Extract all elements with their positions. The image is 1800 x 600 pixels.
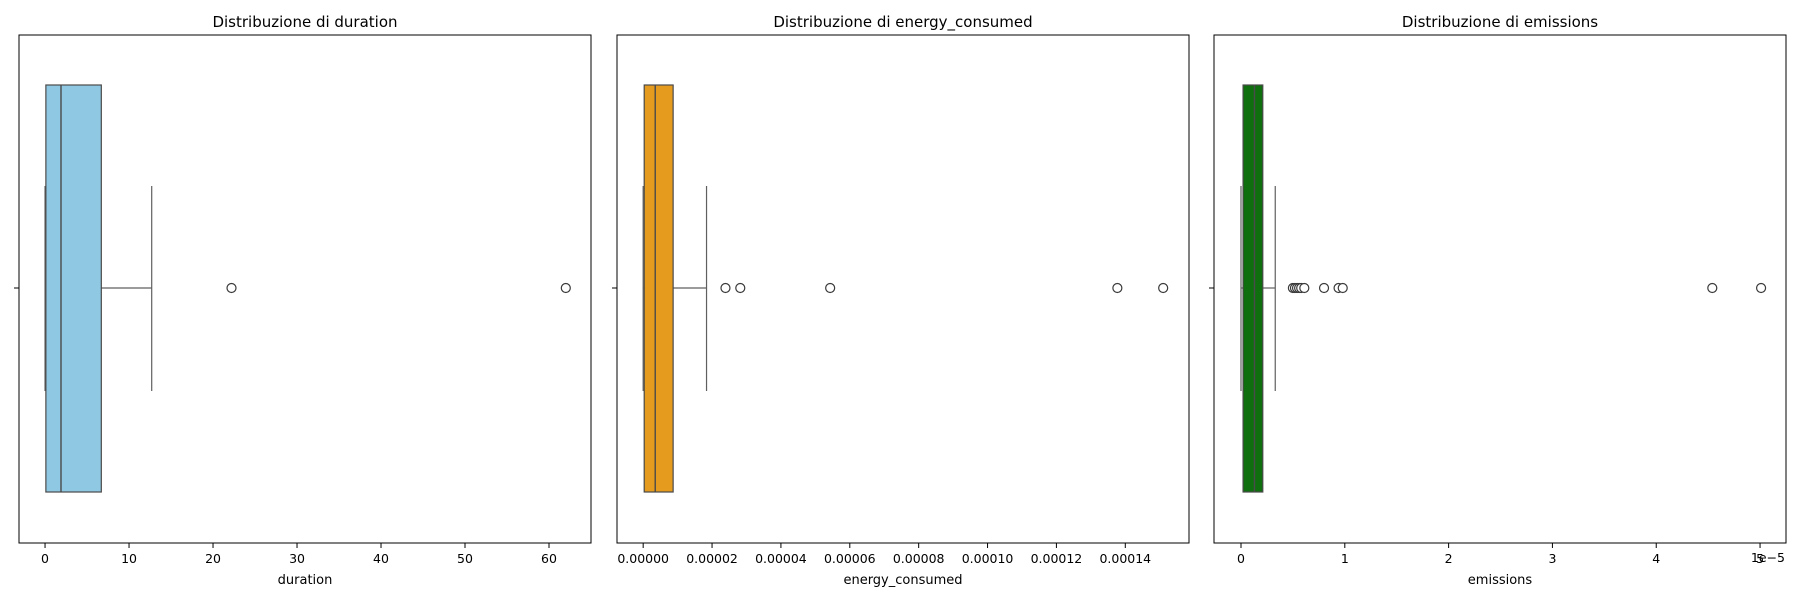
emissions-plot-title: Distribuzione di emissions [1402,13,1598,31]
duration-outlier-point [226,282,237,294]
energy-consumed-x-tick-label: 0.00014 [1099,551,1151,566]
duration-box [45,84,102,493]
duration-x-tick-label: 0 [41,551,49,566]
duration-plot-title: Distribuzione di duration [212,13,397,31]
energy-consumed-box-plot-panel: Distribuzione di energy_consumed energy_… [612,13,1190,588]
duration-x-axis-label: duration [278,573,333,588]
energy-consumed-x-tick-label: 0.00008 [893,551,945,566]
energy-consumed-outlier-point [1112,282,1123,294]
emissions-outlier-point [1707,282,1718,294]
energy-consumed-x-axis-label: energy_consumed [843,573,962,588]
emissions-x-tick-label: 5 [1756,551,1764,566]
energy-consumed-plot-title: Distribuzione di energy_consumed [773,13,1032,32]
emissions-x-tick-label: 2 [1445,551,1453,566]
emissions-outlier-point [1299,282,1310,294]
duration-x-tick-label: 20 [205,551,221,566]
energy-consumed-axes-frame [616,34,1190,544]
energy-consumed-x-tick-label: 0.00002 [686,551,738,566]
emissions-axes-frame [1213,34,1787,544]
energy-consumed-x-tick-label: 0.00004 [755,551,807,566]
emissions-x-tick-label: 1 [1341,551,1349,566]
duration-box-plot-panel: Distribuzione di duration duration 0 10 20… [14,13,592,588]
duration-x-tick-label: 50 [457,551,473,566]
energy-consumed-x-tick-label: 0.00006 [824,551,876,566]
duration-x-tick-label: 40 [373,551,389,566]
emissions-box [1242,84,1264,493]
emissions-outlier-point [1337,282,1348,294]
energy-consumed-box [643,84,674,493]
duration-axes-frame [18,34,592,544]
emissions-outlier-point [1318,282,1330,294]
energy-consumed-x-tick-label: 0.00000 [617,551,669,566]
emissions-outlier-point [1755,282,1767,294]
energy-consumed-outlier-point [720,282,731,294]
energy-consumed-x-tick-label: 0.00010 [962,551,1014,566]
duration-outlier-point [560,282,571,294]
energy-consumed-x-tick-label: 0.00012 [1031,551,1083,566]
emissions-offset-label: 1e−5 [1751,550,1785,565]
energy-consumed-outlier-point [825,282,836,294]
emissions-box-plot-panel: Distribuzione di emissions emissions 1e−… [1209,13,1787,588]
energy-consumed-outlier-point [735,282,746,294]
emissions-x-tick-label: 0 [1237,551,1245,566]
duration-x-tick-label: 30 [289,551,305,566]
emissions-x-tick-label: 4 [1652,551,1660,566]
duration-x-tick-label: 60 [541,551,557,566]
energy-consumed-outlier-point [1158,282,1169,294]
emissions-x-axis-label: emissions [1468,573,1533,588]
emissions-x-tick-label: 3 [1548,551,1556,566]
duration-x-tick-label: 10 [121,551,137,566]
